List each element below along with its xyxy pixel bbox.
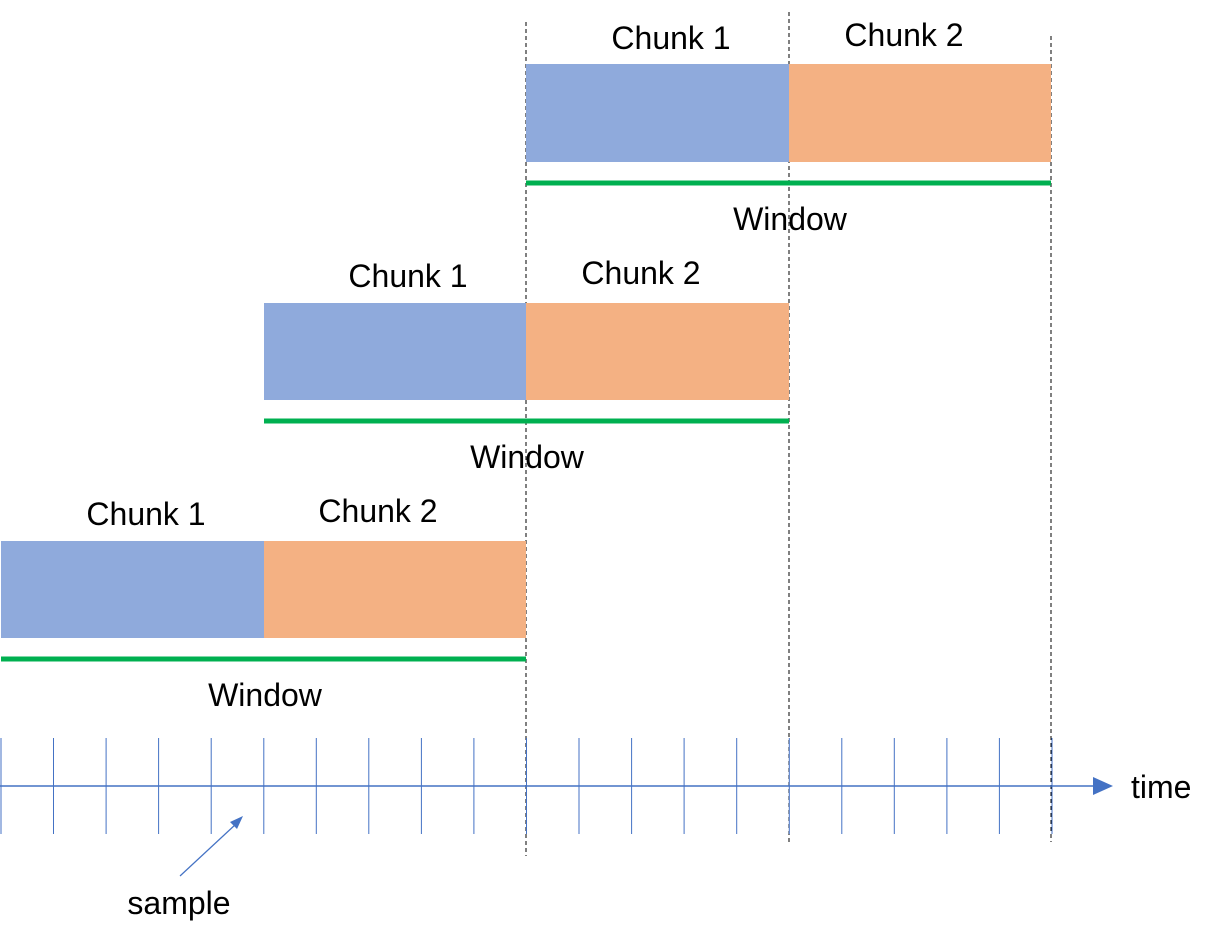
sample-ticks [0, 738, 1053, 834]
sample-pointer-line [179, 823, 237, 877]
chunk2-label-row3: Chunk 2 [318, 493, 437, 529]
sample-annotation-label: sample [127, 885, 230, 921]
time-axis-label: time [1131, 769, 1191, 805]
sample-pointer-arrowhead [230, 816, 243, 829]
chunk1-label-row3: Chunk 1 [86, 496, 205, 532]
chunk2-label-row1: Chunk 2 [844, 17, 963, 53]
chunk2-block-row2 [526, 303, 789, 400]
window-label-row1: Window [733, 201, 848, 237]
chunk2-block-row1 [789, 64, 1051, 162]
chunk1-block-row2 [264, 303, 526, 400]
chunk1-block-row3 [1, 541, 264, 638]
window-label-row3: Window [208, 677, 323, 713]
chunk1-label-row2: Chunk 1 [348, 258, 467, 294]
chunk1-block-row1 [526, 64, 789, 162]
time-axis-arrowhead [1093, 777, 1113, 795]
window-label-row2: Window [470, 439, 585, 475]
chunk2-block-row3 [264, 541, 526, 638]
chunk2-label-row2: Chunk 2 [581, 255, 700, 291]
chunk1-label-row1: Chunk 1 [611, 20, 730, 56]
